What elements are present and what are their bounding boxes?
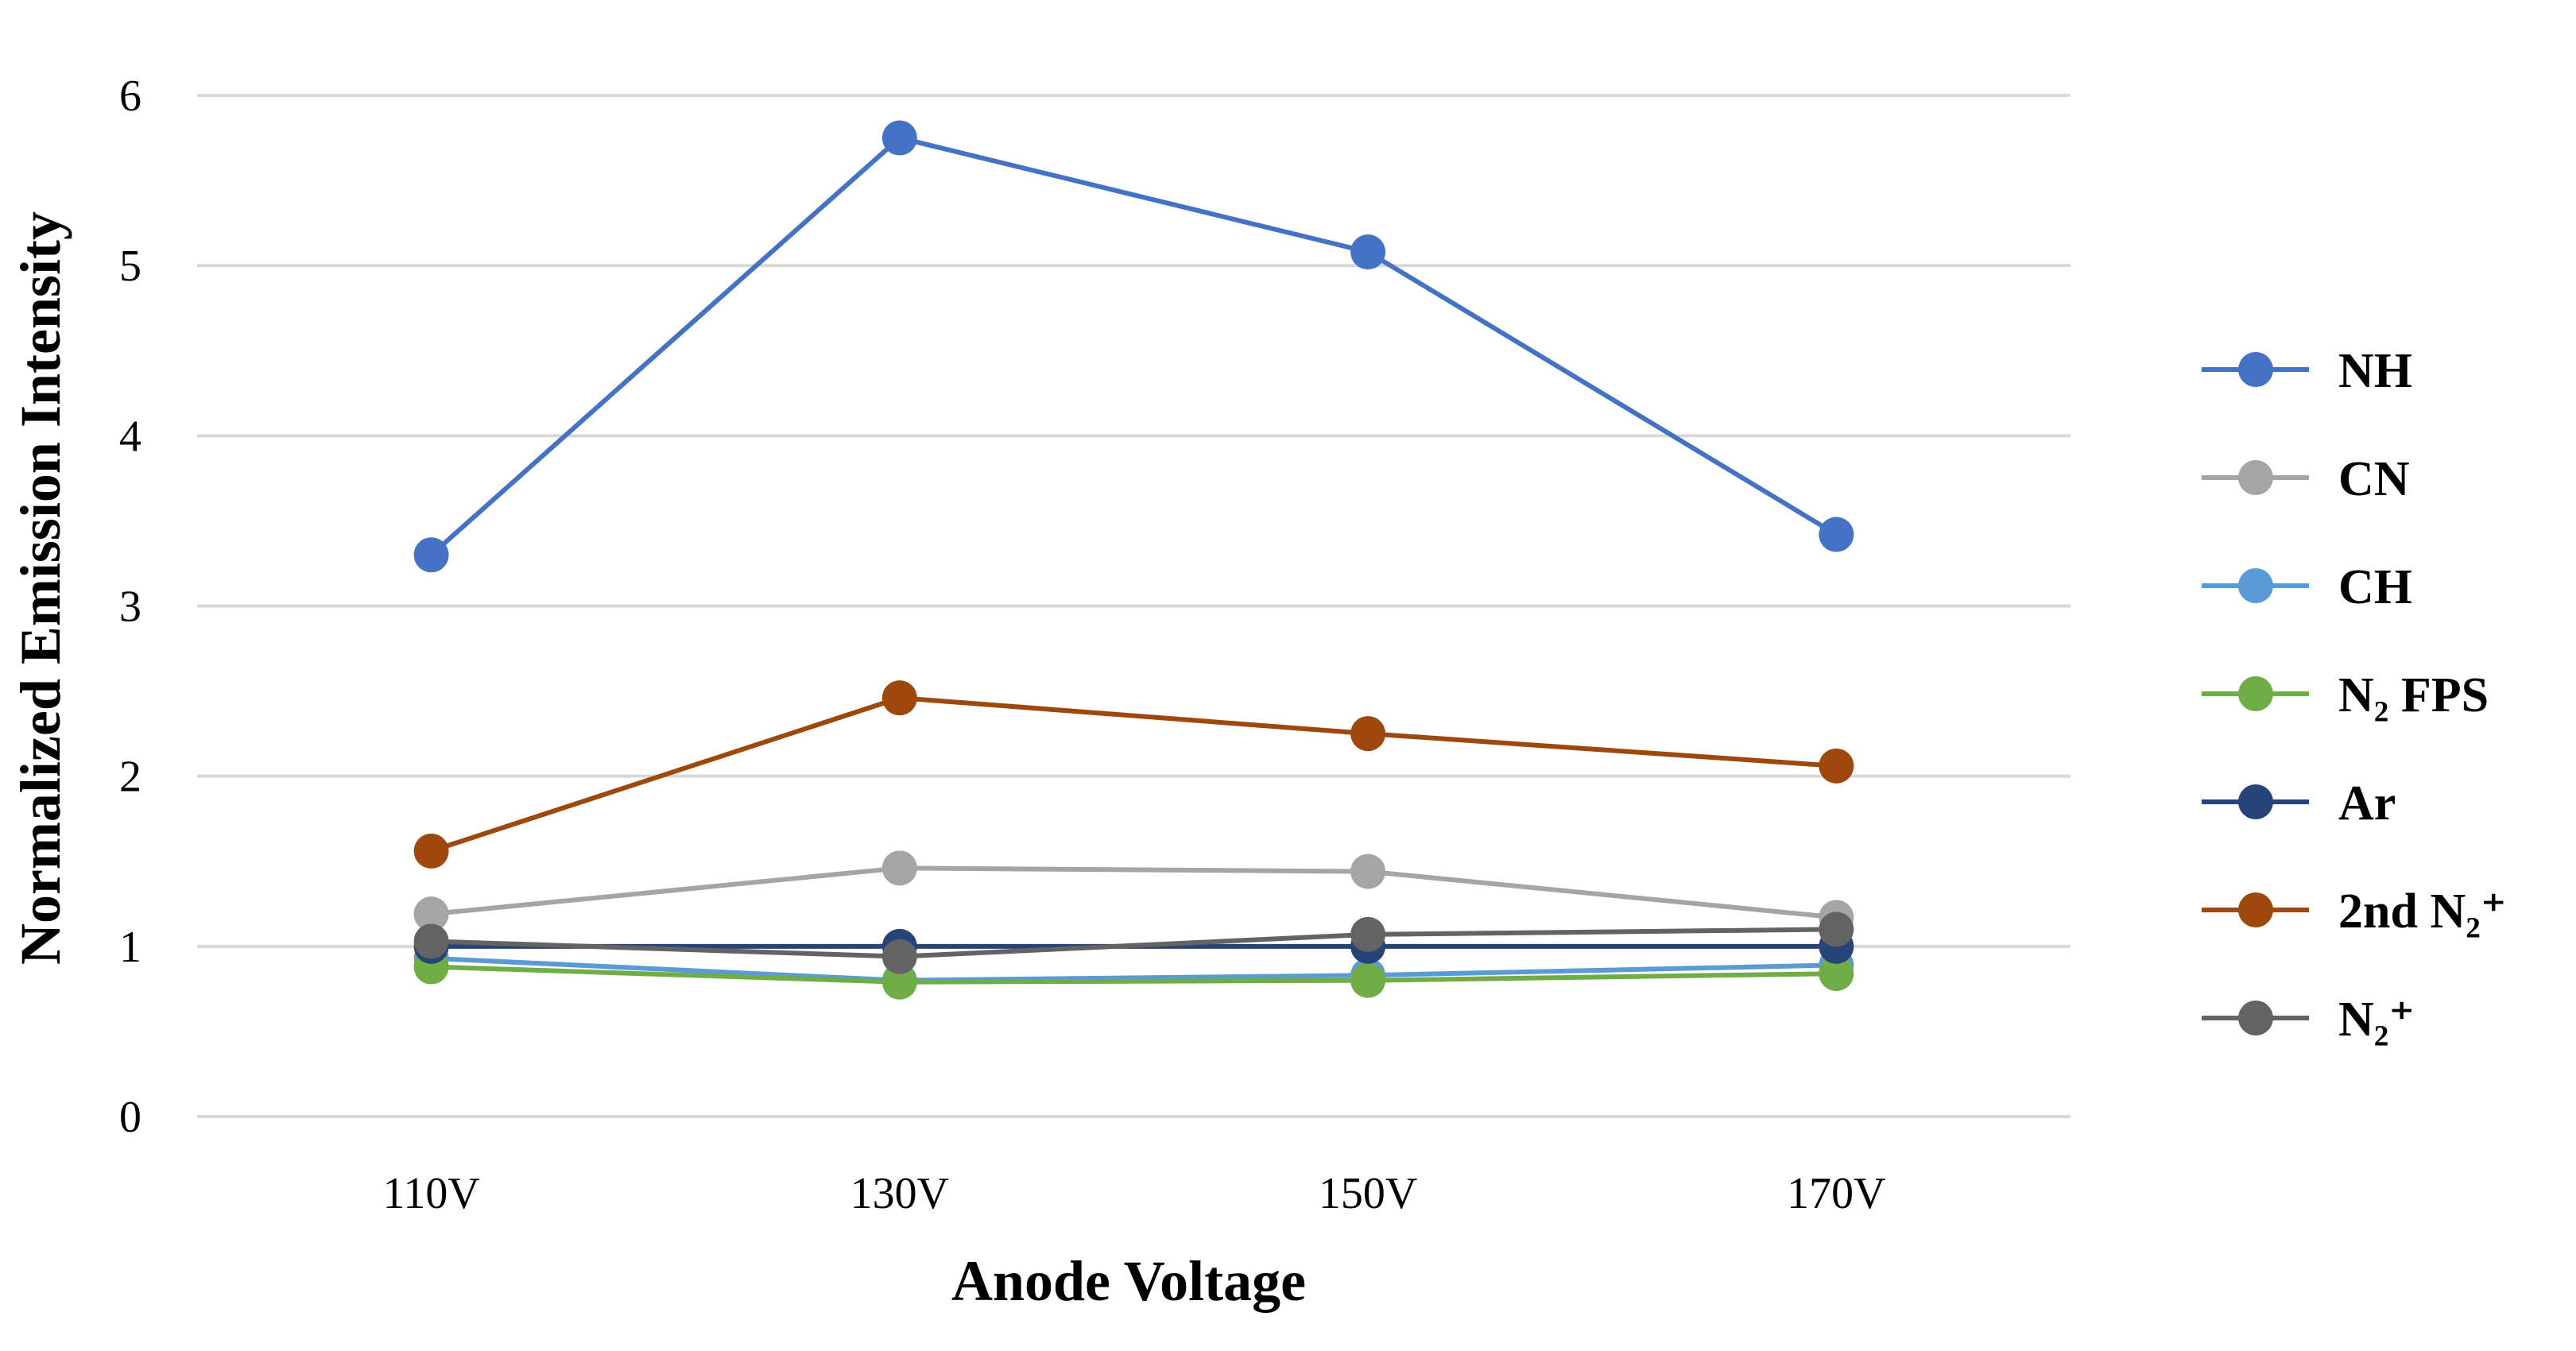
legend-label: NH: [2338, 344, 2412, 398]
y-tick-label: 5: [119, 242, 141, 291]
data-point: [1350, 716, 1386, 752]
y-tick-label: 3: [119, 583, 141, 632]
series-line: [431, 927, 1837, 959]
series-3: [413, 949, 1854, 1000]
legend-item: N₂ FPS: [2202, 668, 2489, 722]
legend-item: Ar: [2202, 776, 2396, 830]
legend-item: 2nd N₂⁺: [2202, 885, 2507, 939]
y-tick-label: 1: [119, 923, 141, 972]
legend-label: 2nd N₂⁺: [2338, 885, 2507, 939]
data-point: [1819, 956, 1854, 992]
x-tick-label: 110V: [382, 1169, 479, 1218]
y-axis-ticks: 0 1 2 3 4 5 6: [119, 72, 141, 1142]
series-line: [431, 964, 1837, 985]
legend-swatch-marker: [2238, 460, 2273, 495]
legend-label: N₂ FPS: [2338, 668, 2489, 722]
legend-swatch-marker: [2238, 1001, 2273, 1036]
series-line: [429, 135, 1838, 557]
data-point: [1819, 912, 1854, 947]
series-line: [431, 865, 1837, 920]
x-tick-label: 130V: [850, 1169, 949, 1218]
legend-swatch-marker: [2238, 676, 2273, 711]
series-6: [413, 912, 1854, 974]
data-point: [881, 964, 917, 1000]
data-point: [413, 923, 449, 959]
x-tick-label: 150V: [1319, 1169, 1417, 1218]
x-axis-ticks: 110V 130V 150V 170V: [382, 1169, 1885, 1218]
legend-label: CN: [2338, 452, 2410, 506]
legend-label: CH: [2338, 560, 2412, 614]
data-point: [1350, 962, 1386, 998]
series-lines: [413, 120, 1854, 1000]
legend-label: Ar: [2338, 776, 2396, 830]
data-point: [1350, 854, 1386, 889]
series-1: [413, 850, 1854, 935]
y-tick-label: 0: [119, 1093, 141, 1142]
data-point: [413, 896, 449, 932]
x-axis-title: Anode Voltage: [951, 1249, 1306, 1313]
y-tick-label: 4: [119, 412, 141, 461]
data-point: [1350, 916, 1386, 952]
legend-item: NH: [2202, 344, 2412, 398]
y-axis-title: Normalized Emission Intensity: [9, 211, 72, 965]
y-tick-label: 6: [119, 72, 141, 121]
legend-swatch-marker: [2238, 784, 2273, 819]
data-point: [881, 680, 917, 716]
data-point: [1350, 234, 1386, 270]
series-line: [431, 955, 1837, 983]
data-point: [413, 537, 449, 573]
y-tick-label: 2: [119, 753, 141, 802]
legend-item: CH: [2202, 560, 2412, 614]
legend-swatch-marker: [2238, 352, 2273, 387]
data-point: [1819, 748, 1854, 784]
data-point: [413, 833, 449, 869]
series-line: [430, 695, 1837, 854]
legend-label: N₂⁺: [2338, 993, 2415, 1047]
data-point: [1819, 517, 1854, 552]
legend-swatch-marker: [2238, 568, 2273, 603]
data-point: [881, 939, 917, 974]
legend-item: N₂⁺: [2202, 993, 2415, 1047]
legend-item: CN: [2202, 452, 2410, 506]
data-point: [881, 850, 917, 886]
series-0: [413, 120, 1854, 573]
gridlines: [197, 94, 2070, 1118]
data-point: [881, 120, 917, 156]
legend-swatch-marker: [2238, 892, 2273, 927]
x-tick-label: 170V: [1787, 1169, 1885, 1218]
legend: NH CN CH N₂ FPS Ar 2nd N₂⁺ N₂⁺: [2202, 344, 2507, 1047]
series-5: [413, 680, 1854, 869]
